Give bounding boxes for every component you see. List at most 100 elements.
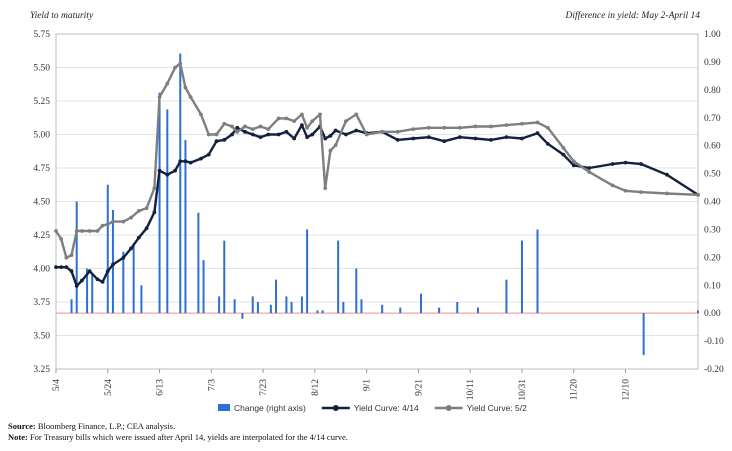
series-point (230, 132, 234, 137)
x-tick-label: 6/13 (156, 379, 166, 396)
left-tick-label: 4.75 (33, 164, 50, 174)
change-bar (86, 268, 89, 314)
series-point (235, 125, 240, 130)
change-bar (420, 293, 423, 314)
change-bar (75, 201, 78, 314)
change-bar (202, 260, 205, 314)
series-point (54, 229, 58, 233)
change-bar (251, 296, 254, 314)
series-point (561, 146, 566, 150)
x-tick-label: 7/3 (207, 379, 217, 391)
series-point (121, 255, 126, 260)
series-point (100, 280, 105, 284)
series-point (266, 127, 271, 132)
chart-notes: Source: Bloomberg Finance, L.P.; CEA ana… (8, 421, 348, 443)
change-bar (300, 296, 303, 314)
series-point (64, 265, 69, 270)
legend-marker (445, 405, 452, 411)
series-point (206, 152, 211, 157)
series-point (258, 135, 263, 140)
series-point (380, 129, 385, 134)
series-point (64, 255, 69, 260)
change-bar (132, 243, 135, 314)
series-point (323, 186, 328, 191)
series-point (520, 136, 524, 141)
series-point (284, 116, 289, 121)
right-tick-label: 0.30 (704, 225, 721, 235)
change-bar (342, 302, 345, 314)
series-point (623, 160, 628, 165)
series-point (587, 170, 592, 174)
series-point (243, 129, 247, 134)
left-tick-label: 4.00 (33, 265, 50, 275)
series-point (665, 191, 669, 196)
series-point (100, 223, 105, 228)
series-point (610, 162, 615, 166)
right-tick-label: 0.40 (704, 198, 721, 208)
series-point (333, 143, 338, 148)
legend-swatch (218, 404, 230, 411)
series-point (69, 269, 74, 274)
left-tick-label: 4.25 (33, 231, 50, 241)
series-point (300, 123, 304, 128)
series-line (54, 62, 699, 259)
change-bar (70, 299, 73, 314)
legend-label: Change (right axis) (234, 403, 306, 413)
series-point (545, 141, 550, 146)
series-point (535, 120, 540, 125)
series-point (214, 132, 219, 137)
legend-marker (332, 405, 339, 411)
change-bar (122, 251, 125, 314)
legend: Change (right axis) Yield Curve: 4/14 Yiel… (218, 403, 527, 413)
series-point (323, 136, 328, 141)
series-point (183, 159, 188, 164)
series-point (696, 192, 700, 197)
change-bar (140, 285, 143, 314)
change-bar (158, 92, 161, 314)
right-tick-label: 0.80 (704, 86, 721, 96)
series-point (74, 284, 79, 288)
series-point (199, 156, 203, 161)
series-point (250, 127, 255, 132)
series-point (442, 139, 447, 144)
left-tick-label: 3.25 (33, 365, 50, 375)
series-point (504, 123, 509, 128)
change-bar (241, 313, 244, 319)
change-bars (70, 53, 699, 356)
series-point (610, 183, 615, 188)
x-tick-label: 5/4 (52, 379, 62, 391)
series-point (95, 277, 100, 282)
change-bar (290, 302, 293, 314)
series-point (545, 125, 550, 130)
series-point (199, 112, 203, 117)
series-point (665, 172, 669, 177)
series-point (395, 129, 400, 134)
change-bar (697, 310, 699, 314)
series-point (129, 215, 133, 220)
yield-lines (54, 61, 700, 288)
series-point (489, 137, 493, 142)
series-point (284, 129, 289, 134)
legend-label: Yield Curve: 4/14 (354, 403, 419, 413)
series-point (442, 125, 447, 130)
series-point (230, 124, 234, 129)
series-point (222, 137, 227, 142)
right-tick-label: -0.10 (704, 337, 724, 347)
plot-frame (55, 33, 699, 370)
series-point (173, 168, 177, 173)
series-point (457, 125, 462, 130)
change-bar (438, 307, 441, 314)
series-point (144, 206, 149, 211)
series-point (411, 127, 416, 132)
series-point (183, 85, 188, 90)
left-tick-label: 4.50 (33, 198, 50, 208)
series-point (74, 229, 79, 233)
series-point (258, 124, 263, 129)
right-tick-label: 0.10 (704, 281, 721, 291)
right-tick-label: -0.20 (704, 365, 724, 375)
series-point (354, 112, 359, 117)
series-point (333, 128, 338, 133)
change-bar (337, 240, 340, 314)
source-text: Bloomberg Finance, L.P.; CEA analysis. (37, 421, 176, 431)
series-point (144, 226, 149, 231)
